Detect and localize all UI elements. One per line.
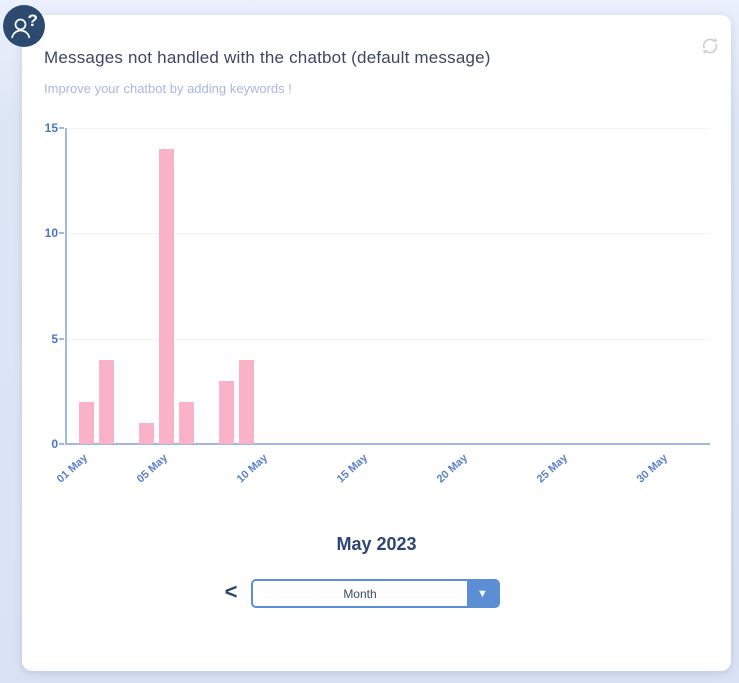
y-axis-label: 10	[44, 226, 58, 241]
x-axis-label: 05 May	[134, 452, 171, 486]
svg-text:?: ?	[28, 11, 38, 30]
x-axis-line	[65, 443, 710, 445]
y-axis-label: 15	[44, 121, 58, 135]
refresh-button[interactable]	[698, 34, 722, 58]
y-axis-line	[64, 128, 67, 444]
chevron-down-icon: ▼	[467, 581, 498, 606]
bar	[158, 149, 174, 444]
y-tick	[59, 337, 64, 340]
gridline	[66, 338, 710, 340]
y-axis-label: 0	[51, 437, 58, 451]
y-tick	[59, 443, 64, 445]
bar	[78, 401, 94, 444]
previous-period-button[interactable]: <	[224, 579, 238, 604]
chart-card	[22, 15, 731, 671]
bar	[178, 401, 194, 444]
x-axis-label: 30 May	[634, 452, 671, 486]
bar	[218, 380, 234, 444]
person-question-icon: ?	[2, 5, 46, 52]
y-tick	[59, 232, 64, 235]
gridline	[66, 233, 710, 235]
x-axis-label: 01 May	[54, 452, 91, 486]
x-axis-label: 20 May	[434, 452, 471, 486]
x-axis-label: 15 May	[334, 452, 371, 486]
x-axis-label: 10 May	[234, 452, 271, 486]
y-tick	[59, 127, 64, 129]
granularity-select[interactable]: Month ▼	[251, 579, 500, 608]
bar	[238, 359, 254, 444]
page-title: Messages not handled with the chatbot (d…	[44, 48, 491, 67]
refresh-icon	[698, 37, 722, 62]
x-axis-label: 25 May	[534, 452, 571, 486]
page-subtitle: Improve your chatbot by adding keywords …	[44, 81, 292, 96]
granularity-select-value: Month	[343, 586, 377, 601]
y-axis-label: 5	[51, 331, 58, 346]
help-badge-button[interactable]: ?	[2, 4, 46, 48]
period-label: May 2023	[336, 534, 417, 554]
gridline	[66, 128, 710, 129]
bar	[98, 359, 114, 444]
bar	[138, 422, 154, 444]
